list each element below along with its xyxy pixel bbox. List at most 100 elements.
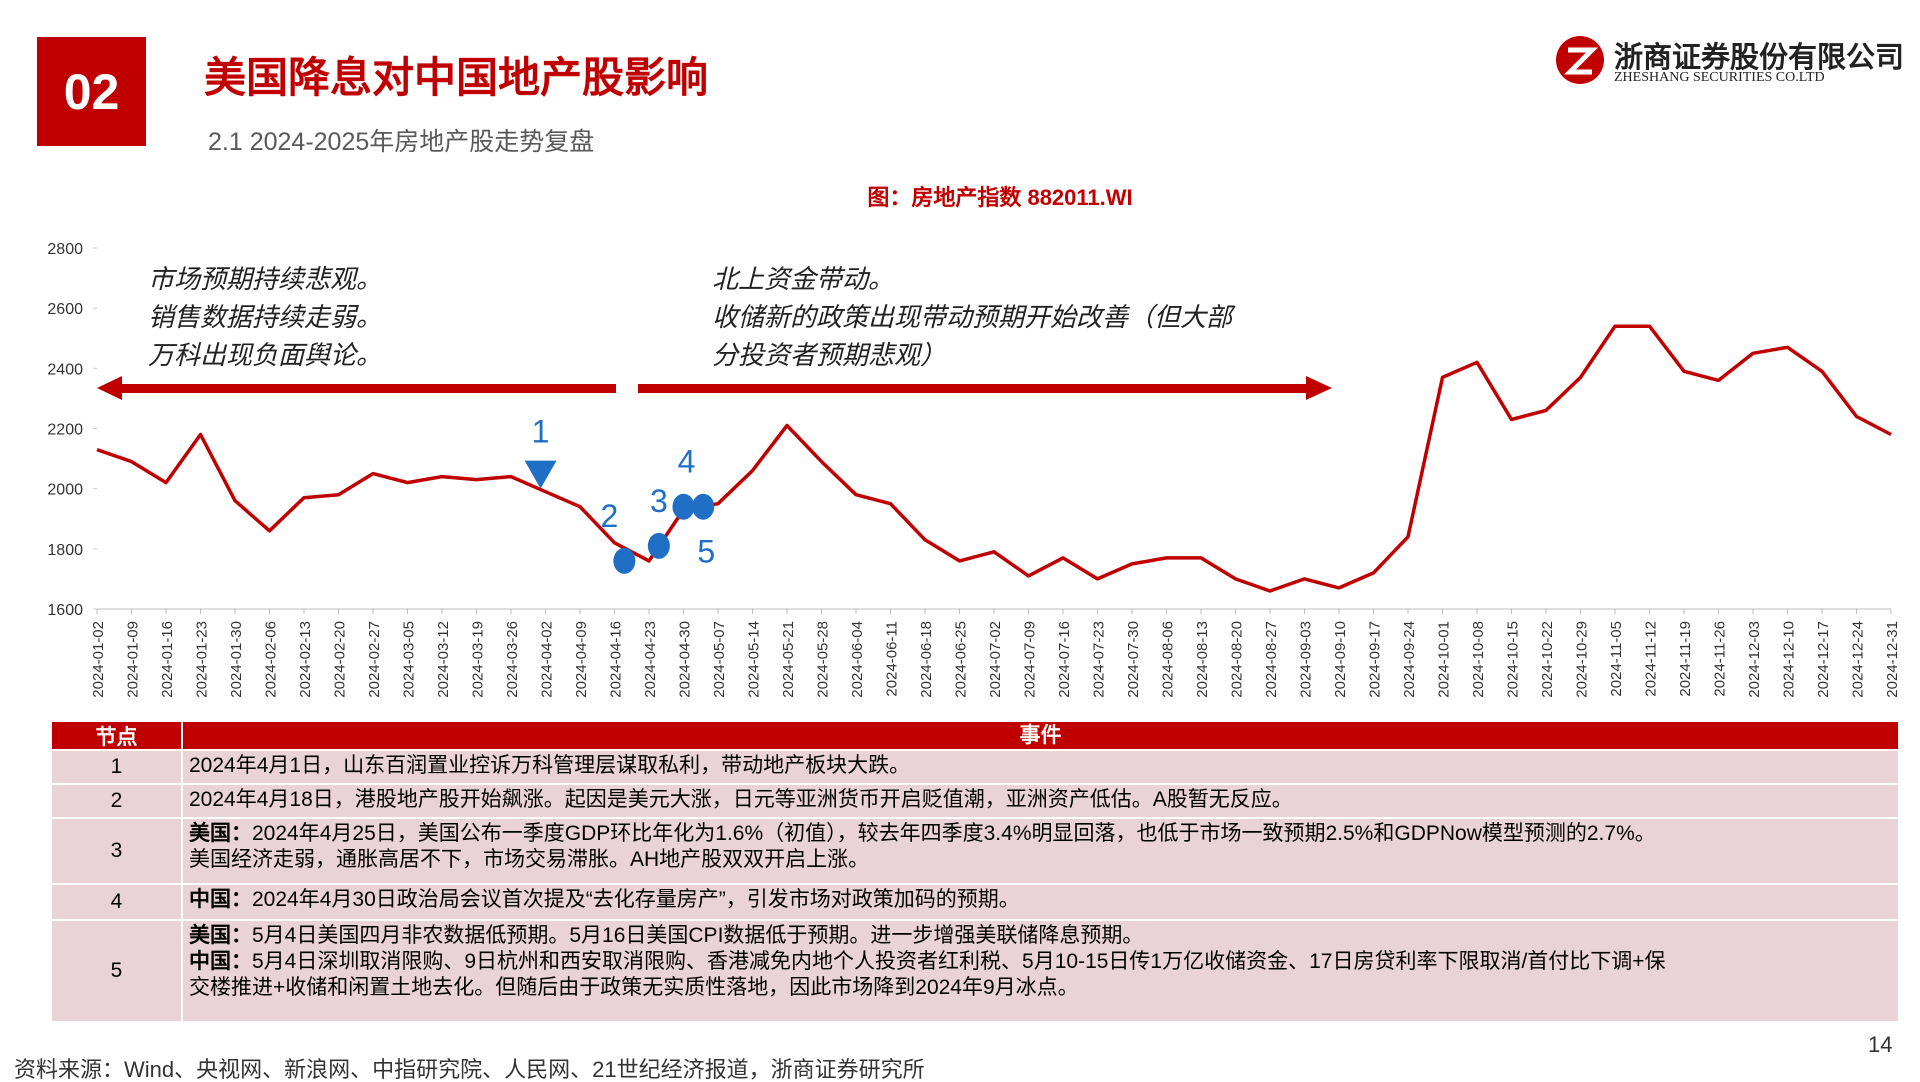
x-tick-label: 2024-10-01 <box>1436 621 1453 698</box>
annotation: 分投资者预期悲观） <box>712 340 946 370</box>
page-number: 14 <box>1868 1032 1893 1057</box>
annotation: 北上资金带动。 <box>712 264 894 294</box>
x-tick-label: 2024-11-05 <box>1608 621 1625 697</box>
x-tick-label: 2024-12-31 <box>1884 621 1901 698</box>
x-tick-label: 2024-09-17 <box>1367 621 1384 698</box>
x-tick-label: 2024-02-20 <box>332 621 349 698</box>
event-text: 5月4日美国四月非农数据低预期。5月16日美国CPI数据低于预期。进一步增强美联… <box>252 924 1144 947</box>
x-tick-label: 2024-12-10 <box>1781 621 1798 698</box>
table: 节点 事件 1 2024年4月1日，山东百润置业控诉万科管理层谋取私利，带动地产板块大… <box>52 722 1898 1023</box>
event-cell: 美国：2024年4月25日，美国公布一季度GDP环比年化为1.6%（初值），较去… <box>183 819 1898 883</box>
marker-label: 1 <box>532 414 550 450</box>
x-tick-label: 2024-04-23 <box>642 621 659 698</box>
slide-title: 美国降息对中国地产股影响 <box>204 54 709 101</box>
event-cell: 2024年4月18日，港股地产股开始飙涨。起因是美元大涨，日元等亚洲货币开启贬值… <box>183 785 1898 817</box>
x-tick-label: 2024-03-12 <box>435 621 452 698</box>
x-tick-label: 2024-09-24 <box>1401 621 1418 698</box>
subtitle: 2.1 2024-2025年房地产股走势复盘 <box>208 128 595 156</box>
x-tick-label: 2024-10-22 <box>1539 621 1556 698</box>
x-tick-label: 2024-01-23 <box>194 621 211 698</box>
y-tick-label: 2400 <box>47 361 83 378</box>
x-tick-label: 2024-06-18 <box>918 621 935 698</box>
chart: 图：房地产指数 882011.WI 1600 1800 2000 2200 2400 26… <box>47 185 1901 698</box>
x-tick-label: 2024-01-02 <box>90 621 107 698</box>
x-tick-label: 2024-05-21 <box>780 621 797 698</box>
header-cell: 事件 <box>1019 724 1062 747</box>
logo <box>1556 36 1604 84</box>
table-row: 3 美国：2024年4月25日，美国公布一季度GDP环比年化为1.6%（初值），较… <box>52 819 1898 885</box>
x-tick-label: 2024-02-27 <box>366 621 383 698</box>
marker <box>613 547 636 574</box>
x-tick-label: 2024-03-05 <box>401 621 418 698</box>
table-row: 5 美国：5月4日美国四月非农数据低预期。5月16日美国CPI数据低于预期。进一步… <box>52 921 1898 1023</box>
node-cell: 1 <box>52 751 183 783</box>
x-tick-label: 2024-09-10 <box>1332 621 1349 698</box>
x-tick-label: 2024-07-16 <box>1056 621 1073 698</box>
event-text: 2024年4月30日政治局会议首次提及“去化存量房产”，引发市场对政策加码的预期… <box>252 888 1020 911</box>
y-tick-label: 2600 <box>47 301 83 318</box>
marker <box>647 532 670 559</box>
x-tick-label: 2024-07-02 <box>987 621 1004 698</box>
event-line: 中国：5月4日深圳取消限购、9日杭州和西安取消限购、香港减免内地个人投资者红利税… <box>189 949 1892 975</box>
marker <box>524 460 557 489</box>
table-row: 4 中国：2024年4月30日政治局会议首次提及“去化存量房产”，引发市场对政策加… <box>52 885 1898 921</box>
event-line: 2024年4月18日，港股地产股开始飙涨。起因是美元大涨，日元等亚洲货币开启贬值… <box>189 787 1892 813</box>
x-tick-label: 2024-10-08 <box>1470 621 1487 698</box>
event-label: 中国： <box>189 950 252 973</box>
event-cell: 2024年4月1日，山东百润置业控诉万科管理层谋取私利，带动地产板块大跌。 <box>183 751 1898 783</box>
annotation: 万科出现负面舆论。 <box>148 340 382 370</box>
node-cell: 4 <box>52 885 183 919</box>
x-tick-label: 2024-10-15 <box>1505 621 1522 698</box>
x-tick-label: 2024-01-16 <box>159 621 176 698</box>
x-tick-label: 2024-11-19 <box>1677 621 1694 697</box>
event-text: 2024年4月25日，美国公布一季度GDP环比年化为1.6%（初值），较去年四季… <box>252 822 1656 845</box>
table-header-row: 节点 事件 <box>52 722 1898 751</box>
x-tick-label: 2024-04-02 <box>539 621 556 698</box>
x-tick-label: 2024-02-13 <box>297 621 314 698</box>
marker <box>692 493 715 520</box>
x-tick-label: 2024-09-03 <box>1298 621 1315 698</box>
x-tick-label: 2024-11-26 <box>1712 621 1729 697</box>
chart-title: 图：房地产指数 882011.WI <box>867 185 1132 210</box>
marker-label: 4 <box>678 444 696 480</box>
x-tick-label: 2024-05-14 <box>746 621 763 698</box>
event-label: 美国： <box>189 924 252 947</box>
x-tick-label: 2024-05-07 <box>711 621 728 698</box>
x-tick-label: 2024-08-13 <box>1194 621 1211 698</box>
x-tick-label: 2024-04-16 <box>608 621 625 698</box>
node-cell: 2 <box>52 785 183 817</box>
annotation: 销售数据持续走弱。 <box>148 302 382 332</box>
x-tick-label: 2024-12-24 <box>1850 621 1867 698</box>
table-row: 1 2024年4月1日，山东百润置业控诉万科管理层谋取私利，带动地产板块大跌。 <box>52 751 1898 785</box>
event-line: 中国：2024年4月30日政治局会议首次提及“去化存量房产”，引发市场对政策加码… <box>189 887 1892 913</box>
x-tick-label: 2024-08-27 <box>1263 621 1280 698</box>
event-line: 交楼推进+收储和闲置土地去化。但随后由于政策无实质性落地，因此市场降到2024年… <box>189 975 1892 1001</box>
x-tick-label: 2024-11-12 <box>1643 621 1660 697</box>
y-tick-label: 1800 <box>47 542 83 559</box>
x-tick-label: 2024-01-09 <box>125 621 142 698</box>
event-line: 2024年4月1日，山东百润置业控诉万科管理层谋取私利，带动地产板块大跌。 <box>189 753 1892 779</box>
event-line: 美国：5月4日美国四月非农数据低预期。5月16日美国CPI数据低于预期。进一步增… <box>189 923 1892 949</box>
event-cell: 美国：5月4日美国四月非农数据低预期。5月16日美国CPI数据低于预期。进一步增… <box>183 921 1898 1021</box>
event-line: 美国经济走弱，通胀高居不下，市场交易滞胀。AH地产股双双开启上涨。 <box>189 847 1892 873</box>
x-tick-label: 2024-12-17 <box>1815 621 1832 698</box>
x-tick-label: 2024-10-29 <box>1574 621 1591 698</box>
x-tick-label: 2024-04-09 <box>573 621 590 698</box>
arrows <box>97 376 1332 400</box>
line <box>96 324 1892 593</box>
company-name-en: ZHESHANG SECURITIES CO.LTD <box>1614 70 1825 85</box>
marker-label: 5 <box>697 534 715 570</box>
x-tick-label: 2024-02-06 <box>263 621 280 698</box>
x-tick-label: 2024-08-06 <box>1160 621 1177 698</box>
annotation: 市场预期持续悲观。 <box>148 264 382 294</box>
x-tick-label: 2024-06-25 <box>953 621 970 698</box>
table-row: 2 2024年4月18日，港股地产股开始飙涨。起因是美元大涨，日元等亚洲货币开启贬… <box>52 785 1898 819</box>
annotation: 收储新的政策出现带动预期开始改善（但大部 <box>712 302 1236 332</box>
y-tick-label: 1600 <box>47 602 83 619</box>
x-tick-label: 2024-06-11 <box>884 621 901 697</box>
node-cell: 5 <box>52 921 183 1021</box>
x-tick-label: 2024-07-30 <box>1125 621 1142 698</box>
event-line: 美国：2024年4月25日，美国公布一季度GDP环比年化为1.6%（初值），较去… <box>189 821 1892 847</box>
x-tick-label: 2024-05-28 <box>815 621 832 698</box>
